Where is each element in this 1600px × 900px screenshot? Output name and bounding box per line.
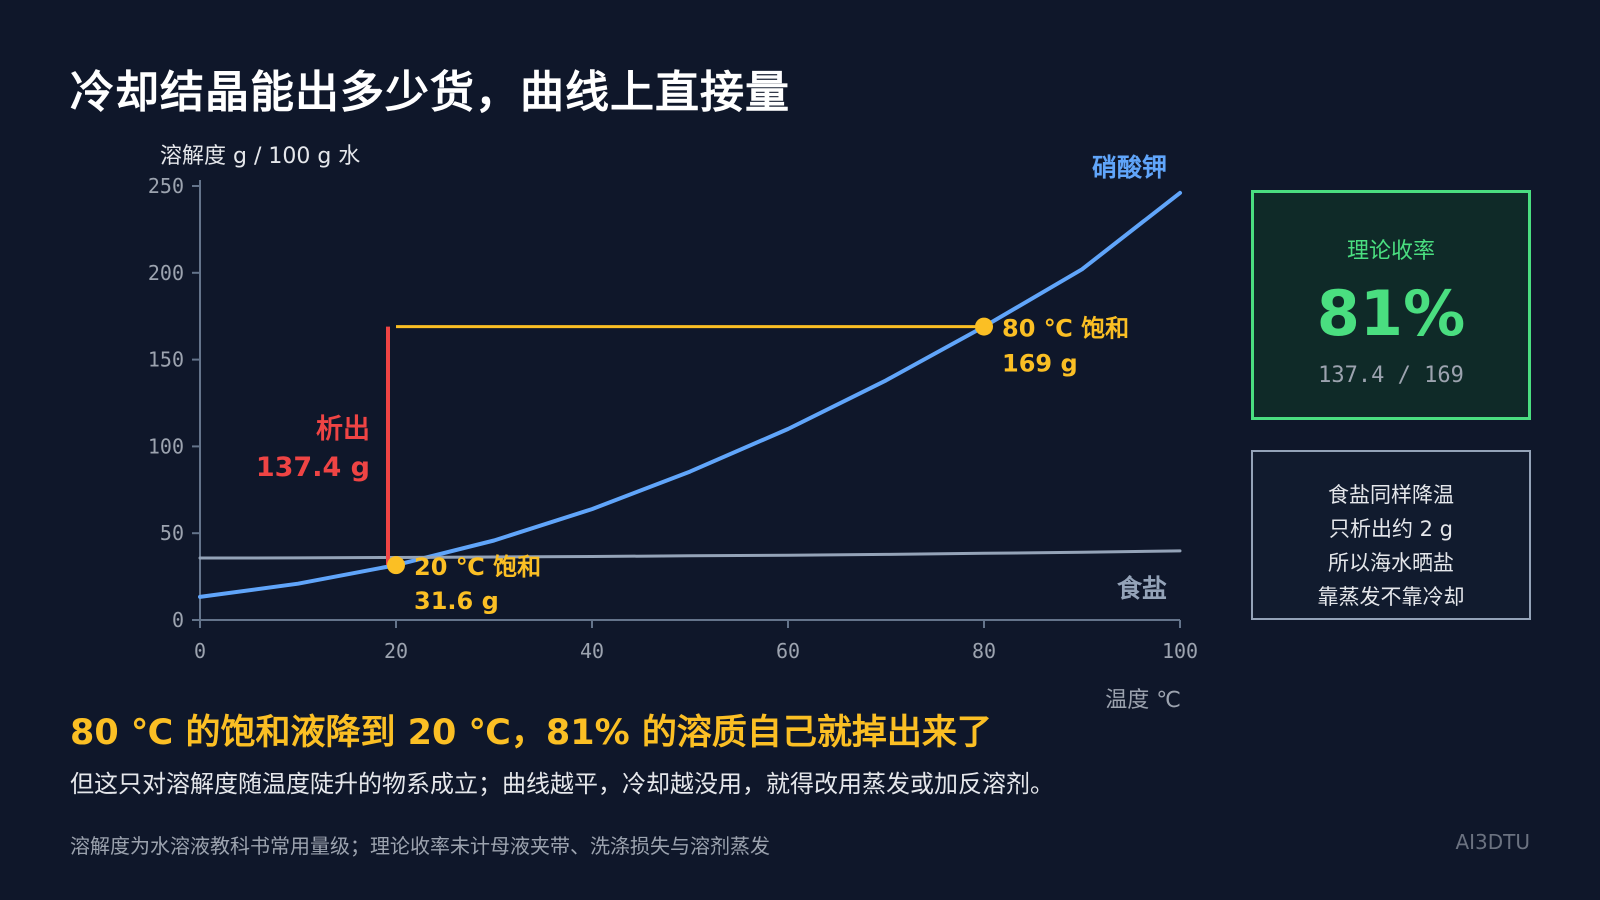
point-20c-label: 20 ℃ 饱和 [414, 553, 541, 581]
y-tick-label: 100 [148, 434, 184, 458]
potassium-nitrate-line [198, 190, 1182, 599]
series-label-salt: 食盐 [1117, 574, 1167, 603]
series-label-potassium-nitrate: 硝酸钾 [1092, 153, 1167, 182]
point-80c [975, 317, 993, 336]
page-title: 冷却结晶能出多少货，曲线上直接量 [70, 67, 790, 118]
y-axis-label: 溶解度 g / 100 g 水 [160, 144, 360, 169]
point-80c-value: 169 g [1002, 350, 1078, 378]
salt-note-line: 靠蒸发不靠冷却 [1317, 585, 1465, 609]
salt-note-line: 食盐同样降温 [1328, 483, 1454, 507]
headline: 80 ℃ 的饱和液降到 20 ℃，81% 的溶质自己就掉出来了 [70, 713, 992, 753]
salt-note-line: 只析出约 2 g [1328, 517, 1454, 541]
point-80c-label: 80 ℃ 饱和 [1002, 315, 1129, 343]
x-tick-label: 80 [972, 639, 996, 663]
x-tick-label: 40 [580, 639, 604, 663]
subline: 但这只对溶解度随温度陡升的物系成立；曲线越平，冷却越没用，就得改用蒸发或加反溶剂… [70, 770, 1054, 798]
brand-mark: AI3DTU [1455, 830, 1530, 854]
x-tick-label: 60 [776, 639, 800, 663]
y-tick-label: 200 [148, 261, 184, 285]
point-20c-value: 31.6 g [414, 587, 499, 615]
y-tick-label: 50 [160, 521, 184, 545]
yield-label: 理论收率 [1346, 239, 1435, 264]
precipitate-label: 析出 [316, 414, 370, 445]
yield-value: 81% [1316, 277, 1466, 350]
salt-note-card: 食盐同样降温 只析出约 2 g 所以海水晒盐 靠蒸发不靠冷却 [1251, 450, 1531, 620]
salt-note-line: 所以海水晒盐 [1328, 551, 1454, 575]
yield-card: 理论收率 81% 137.4 / 169 [1251, 190, 1531, 420]
x-tick-label: 100 [1162, 639, 1198, 663]
x-tick-label: 20 [384, 639, 408, 663]
y-tick-label: 0 [172, 608, 184, 632]
y-tick-label: 250 [148, 174, 184, 198]
y-tick-label: 150 [148, 348, 184, 372]
x-tick-label: 0 [194, 639, 206, 663]
precipitate-value: 137.4 g [256, 452, 370, 483]
x-axis-label: 温度 ℃ [1105, 688, 1181, 713]
yield-ratio: 137.4 / 169 [1318, 363, 1464, 388]
footnote: 溶解度为水溶液教科书常用量级；理论收率未计母液夹带、洗涤损失与溶剂蒸发 [70, 834, 770, 858]
axes: 0 50 100 150 200 250 0 20 40 60 80 100 [148, 174, 1198, 663]
point-20c [387, 556, 405, 575]
salt-line [198, 549, 1182, 560]
annotation-layer: 80 ℃ 饱和 169 g 20 ℃ 饱和 31.6 g 析出 137.4 g [256, 315, 1129, 616]
